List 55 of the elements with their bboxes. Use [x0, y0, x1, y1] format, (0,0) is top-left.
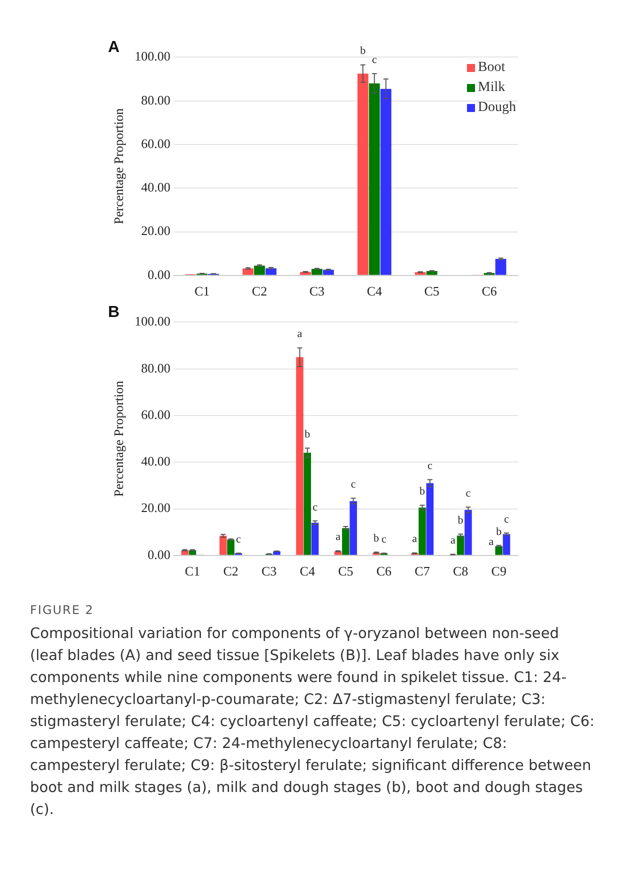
x-tick-label: C1	[194, 284, 210, 299]
x-tick-label: C5	[338, 564, 354, 579]
y-tick-label: 20.00	[141, 500, 170, 516]
data-label: c	[427, 460, 432, 472]
data-label: c	[312, 501, 318, 514]
caption: FIGURE 2	[30, 603, 95, 617]
y-tick-label: 100.00	[134, 48, 170, 64]
legend-label: Boot	[478, 59, 506, 77]
y-axis-title: Percentage Proportion	[111, 108, 126, 224]
legend-label: Dough	[478, 99, 516, 117]
x-tick-label: C8	[452, 564, 468, 579]
y-tick-label: 60.00	[141, 136, 170, 151]
x-tick-label: C7	[414, 564, 430, 579]
y-axis-title: Percentage Proportion	[111, 380, 126, 497]
chart-title: A	[108, 39, 120, 56]
x-tick-label: C5	[424, 284, 440, 299]
x-tick-label: C4	[300, 564, 316, 579]
data-label: b	[420, 486, 426, 498]
y-tick-label: 40.00	[141, 454, 170, 469]
legend-label: Milk	[478, 79, 506, 97]
data-label: b	[304, 428, 311, 441]
data-label: c	[372, 54, 377, 66]
data-label: a	[336, 531, 341, 544]
data-label: a	[488, 536, 494, 548]
data-label: b	[360, 45, 366, 58]
data-label: b	[496, 526, 502, 538]
y-tick-label: 0.00	[148, 546, 170, 562]
data-label: b	[374, 532, 380, 545]
y-tick-label: 60.00	[141, 406, 170, 422]
x-tick-label: C6	[376, 564, 392, 579]
data-label: c	[382, 533, 387, 546]
x-tick-label: C6	[482, 284, 498, 299]
y-tick-label: 80.00	[141, 92, 170, 108]
data-label: a	[412, 533, 418, 546]
x-tick-label: C3	[262, 564, 277, 579]
y-tick-label: 0.00	[148, 266, 170, 282]
x-tick-label: C2	[223, 564, 238, 579]
data-label: c	[466, 488, 471, 500]
data-label: c	[350, 478, 356, 491]
x-tick-label: C3	[309, 284, 325, 299]
data-label: a	[297, 328, 302, 340]
data-label: c	[504, 513, 510, 526]
x-tick-label: C4	[366, 284, 382, 299]
x-tick-label: C2	[252, 284, 268, 299]
data-label: a	[450, 534, 456, 547]
data-label: b	[458, 514, 464, 527]
x-tick-label: C1	[184, 564, 200, 579]
x-tick-label: C9	[491, 564, 506, 579]
y-tick-label: 40.00	[141, 180, 170, 195]
data-label: c	[236, 533, 242, 546]
text: Compositional variation for components of γ-oryzanol between non-seed (leaf blades (A) and seed tissue [Spikelets (B)]. Leaf blades have only six components while nine components were found in spikelet tissue. C1: 24-methylenecycloartanyl-p-coumarate; C2: Δ7-stigmastenyl ferulate; C3: stigmasteryl ferulate; C4: cycloartenyl caffeate; C5: cycloartenyl ferulate; C6: campesteryl caffeate; C7: 24-methylenecycloartanyl ferulate; C8: campesteryl ferulate; C9: β-sitosteryl ferulate; significant difference between boot and milk stages (a), milk and dough stages (b), boot and dough stages (c).	[30, 626, 594, 818]
y-tick-label: 20.00	[141, 223, 170, 238]
y-tick-label: 80.00	[141, 360, 170, 376]
chart-title: B	[108, 304, 120, 322]
y-tick-label: 100.00	[134, 314, 170, 329]
